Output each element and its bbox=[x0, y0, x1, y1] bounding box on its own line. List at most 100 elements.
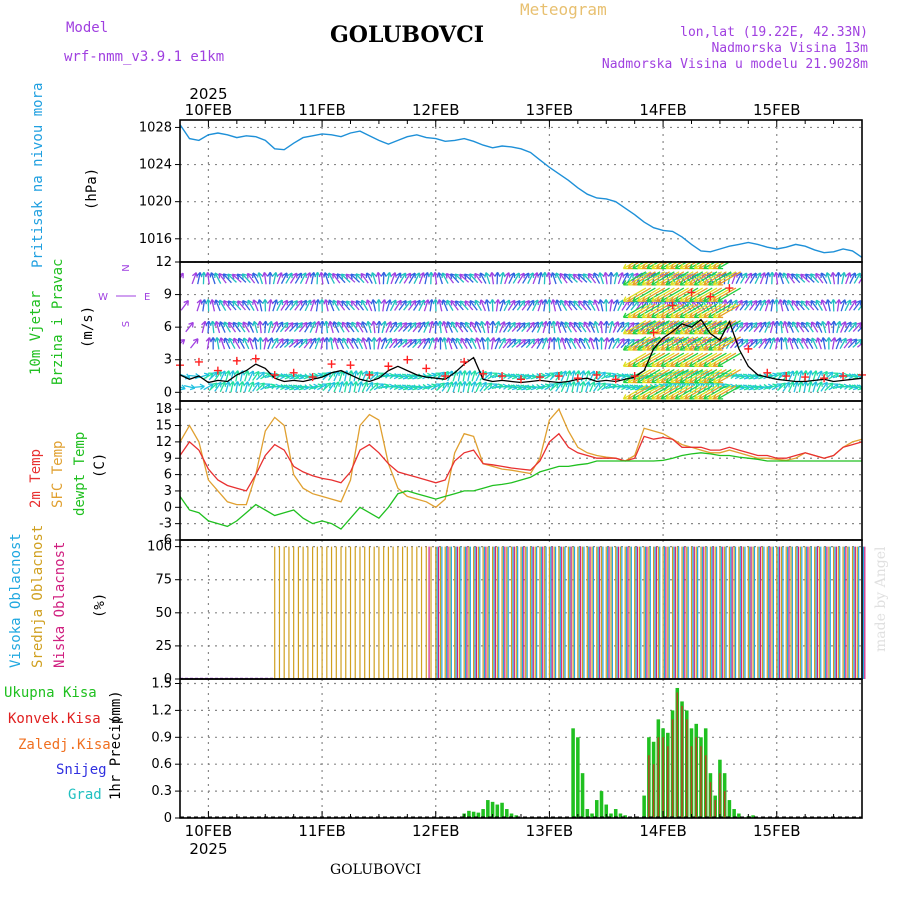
wind-arrow-storm-head bbox=[655, 280, 662, 286]
wind-arrow-lower bbox=[816, 381, 823, 393]
wind-arrow-upper bbox=[840, 321, 847, 333]
wind-arrow-storm bbox=[689, 303, 713, 318]
wind-arrow-storm bbox=[679, 262, 693, 270]
wind-arrow-upper bbox=[276, 272, 283, 285]
precip-total-bar bbox=[476, 812, 481, 818]
wind-arrow-upper bbox=[848, 300, 857, 311]
wind-gust-marker bbox=[517, 375, 525, 384]
wind-arrow-upper bbox=[470, 337, 477, 350]
wind-arrow-storm bbox=[703, 336, 727, 351]
wind-arrow-upper bbox=[371, 272, 377, 285]
temp-sfc-line bbox=[179, 407, 863, 509]
wind-arrow-upper bbox=[248, 337, 254, 350]
wind-arrow-storm-head bbox=[651, 361, 657, 367]
wind-arrow-upper-head bbox=[835, 320, 842, 327]
wind-arrow-upper-head bbox=[489, 271, 496, 278]
wind-arrow-storm bbox=[642, 385, 666, 400]
wind-arrow-storm bbox=[632, 271, 656, 286]
wind-arrow-upper-head bbox=[855, 300, 862, 306]
wind-gust-marker bbox=[687, 288, 696, 297]
wind-arrow-upper-head bbox=[736, 272, 743, 278]
wind-arrow-upper bbox=[381, 321, 386, 334]
wind-arrow-upper-head bbox=[231, 273, 238, 280]
wind-arrow-lower bbox=[782, 382, 790, 392]
wind-arrow-upper bbox=[293, 322, 303, 333]
wind-arrow-lower bbox=[180, 386, 186, 390]
wind-arrow-upper bbox=[516, 300, 526, 311]
wind-arrow-storm bbox=[694, 368, 718, 384]
wind-arrow-storm-head bbox=[712, 328, 719, 335]
wind-arrow-upper-head bbox=[790, 273, 797, 279]
wind-arrow-upper bbox=[350, 273, 361, 283]
wind-arrow-upper-head bbox=[365, 299, 372, 305]
wind-arrow-lower bbox=[401, 384, 413, 390]
wind-arrow-storm bbox=[632, 336, 656, 351]
wind-arrow-upper bbox=[759, 299, 766, 312]
wind-arrow-storm-head bbox=[712, 263, 719, 270]
wind-arrow-storm bbox=[708, 287, 732, 302]
panel-frame bbox=[179, 400, 863, 541]
y-tick-label: 0 bbox=[164, 500, 172, 515]
wind-arrow-upper bbox=[388, 338, 398, 349]
wind-arrow-upper-head bbox=[559, 321, 566, 327]
wind-arrow-upper-head bbox=[262, 337, 269, 343]
wind-arrow-storm-head bbox=[665, 345, 672, 351]
wind-arrow-upper-head bbox=[825, 272, 832, 278]
wind-arrow-upper bbox=[320, 337, 324, 350]
wind-arrow-upper bbox=[495, 299, 499, 312]
wind-arrow-upper-head bbox=[463, 273, 470, 280]
wind-arrow-upper-head bbox=[386, 337, 393, 344]
wind-arrow-upper bbox=[769, 337, 775, 350]
wind-arrow-upper bbox=[367, 321, 372, 334]
wind-arrow-storm-head bbox=[712, 296, 719, 302]
precip-total-bar bbox=[609, 813, 613, 818]
wind-arrow-upper-head bbox=[365, 320, 372, 327]
wind-arrow-storm bbox=[713, 336, 737, 351]
wind-arrow-lower bbox=[793, 381, 798, 393]
wind-arrow-upper bbox=[332, 299, 340, 311]
wind-arrow-storm bbox=[713, 262, 726, 270]
wind-gust-marker bbox=[573, 374, 582, 383]
wind-arrow-storm bbox=[656, 336, 680, 351]
wind-arrow-lower-head bbox=[579, 370, 586, 376]
wind-arrow-lower bbox=[624, 384, 636, 390]
wind-arrow-lower bbox=[560, 381, 567, 393]
wind-arrow-upper-head bbox=[189, 339, 194, 344]
wind-arrow-upper-head bbox=[593, 299, 599, 305]
wind-arrow-lower bbox=[856, 384, 862, 388]
wind-arrow-upper bbox=[753, 338, 763, 349]
wind-arrow-upper bbox=[285, 272, 293, 284]
wind-arrow-storm bbox=[642, 320, 666, 335]
wind-arrow-upper-head bbox=[529, 321, 535, 328]
wind-arrow-lower bbox=[479, 382, 487, 392]
wind-arrow-upper-head bbox=[633, 272, 639, 279]
wind-arrow-upper bbox=[810, 300, 819, 311]
wind-arrow-lower bbox=[738, 373, 750, 379]
wind-arrow-storm-head bbox=[627, 296, 634, 302]
wind-arrow-lower bbox=[851, 373, 862, 379]
wind-arrow-upper bbox=[275, 321, 284, 333]
wind-arrow-upper-head bbox=[180, 272, 184, 279]
wind-arrow-upper bbox=[593, 299, 600, 312]
wind-arrow-storm-head bbox=[651, 377, 657, 384]
wind-arrow-upper bbox=[267, 321, 273, 334]
wind-arrow-storm bbox=[651, 303, 675, 318]
wind-arrow-upper-head bbox=[355, 300, 362, 306]
x-date-top-label: 10FEB bbox=[185, 101, 232, 119]
wind-arrow-storm-head bbox=[693, 296, 700, 302]
wind-arrow-storm-head bbox=[674, 345, 681, 351]
wind-arrow-lower bbox=[828, 383, 839, 391]
wind-arrow-lower-head bbox=[570, 381, 577, 387]
precip-total-bar bbox=[751, 815, 755, 818]
wind-arrow-upper-head bbox=[597, 272, 604, 278]
wind-arrow-upper-head bbox=[608, 337, 615, 343]
wind-arrow-storm-head bbox=[665, 361, 672, 367]
wind-arrow-storm-head bbox=[651, 280, 657, 286]
wind-arrow-upper bbox=[502, 338, 512, 349]
wind-arrow-storm-head bbox=[679, 328, 686, 335]
wind-arrow-upper-head bbox=[242, 300, 248, 306]
wind-arrow-storm-head bbox=[703, 280, 709, 286]
y-tick-label: 50 bbox=[155, 606, 172, 621]
wind-arrow-storm bbox=[679, 336, 704, 351]
wind-arrow-lower bbox=[555, 382, 563, 392]
